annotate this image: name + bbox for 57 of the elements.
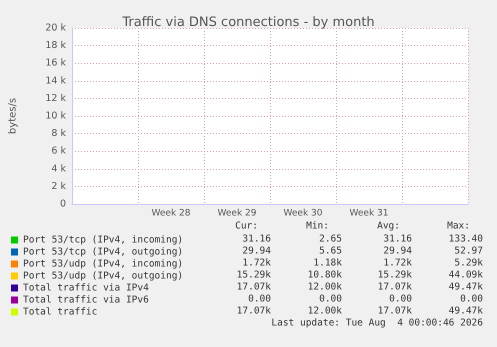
text: 0.00 (248, 294, 272, 304)
text: 44.09k (448, 270, 484, 280)
legend-label: Port 53/udp (IPv4, outgoing) (23, 270, 184, 282)
text: 1.72k (383, 258, 412, 268)
text: Cur: (235, 220, 258, 232)
x-tick-label: Week 29 (218, 208, 257, 218)
text: 49.47k (448, 306, 484, 316)
text: 31.16 (242, 234, 272, 244)
y-tick-label: 20 k (45, 22, 66, 34)
y-tick-label: 16 k (45, 58, 66, 69)
text: 49.47k (448, 282, 484, 292)
y-axis-title: bytes/s (8, 98, 18, 134)
text: 17.07k (236, 282, 272, 292)
y-tick-label: 6 k (51, 146, 66, 157)
y-tick-label: 10 k (45, 110, 66, 122)
y-tick-label: 12 k (45, 92, 66, 104)
text: 5.29k (454, 258, 484, 268)
chart-title: Traffic via DNS connections - by month (121, 15, 375, 30)
text: 17.07k (236, 306, 272, 316)
x-tick-label: Week 28 (152, 208, 191, 218)
legend-label: Port 53/tcp (IPv4, outgoing) (23, 246, 184, 258)
text: 133.40 (448, 234, 484, 244)
text: 10.80k (308, 270, 342, 280)
text: 15.29k (236, 270, 272, 280)
text: 17.07k (378, 282, 412, 292)
text: 29.94 (242, 246, 272, 256)
text: 1.18k (313, 258, 342, 268)
text: 17.07k (378, 306, 412, 316)
text: 52.97 (454, 246, 483, 256)
text: Last update: Tue Aug 4 00:00:46 2026 (271, 318, 484, 328)
text: Min: (306, 220, 329, 232)
text: 15.29k (378, 270, 412, 280)
text: 0.00 (460, 294, 484, 304)
text: 0.00 (389, 294, 412, 304)
legend-label: Port 53/tcp (IPv4, incoming) (23, 234, 184, 246)
y-tick-label: 2 k (51, 180, 66, 192)
text: 12.00k (308, 306, 342, 316)
legend-label: Port 53/udp (IPv4, incoming) (23, 258, 184, 270)
text: 5.65 (319, 246, 342, 256)
x-tick-label: Week 31 (350, 208, 388, 218)
legend-label: Total traffic (23, 306, 98, 318)
legend-label: Total traffic via IPv6 (23, 294, 150, 306)
y-tick-label: 0 (60, 198, 66, 210)
y-tick-label: 14 k (45, 75, 66, 86)
text: Max: (447, 220, 470, 232)
y-tick-label: 4 k (51, 163, 66, 174)
text: 12.00k (308, 282, 342, 292)
text: 29.94 (383, 246, 412, 256)
legend-label: Total traffic via IPv4 (23, 282, 150, 294)
text: 1.72k (242, 258, 272, 268)
text: 31.16 (383, 234, 412, 244)
text: Avg: (377, 220, 400, 232)
text: 2.65 (319, 234, 342, 244)
y-tick-label: 18 k (45, 40, 66, 52)
text: 0.00 (319, 294, 342, 304)
y-tick-label: 8 k (51, 128, 66, 140)
x-tick-label: Week 30 (284, 208, 323, 218)
